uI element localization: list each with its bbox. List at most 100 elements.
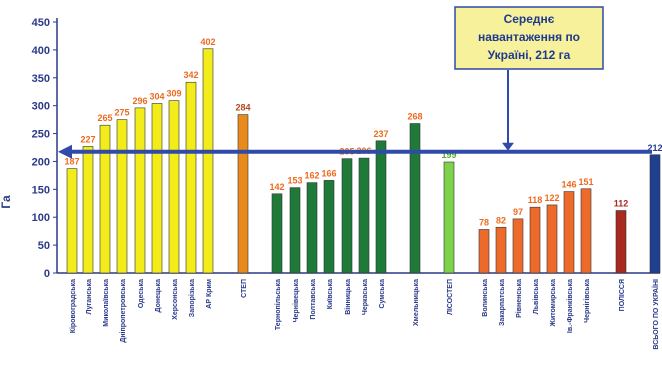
category-label: Житомирська (550, 279, 557, 328)
category-label: Хмельницька (413, 279, 420, 326)
bar (529, 206, 541, 274)
bar (478, 229, 490, 274)
data-label: 112 (614, 199, 629, 209)
y-tick-label: 300 (32, 101, 50, 113)
bar (306, 182, 318, 274)
category-label: АР Крим (206, 279, 213, 309)
category-label: Сумська (379, 279, 386, 309)
annotation-line-1: Середнє (504, 12, 555, 26)
bar (409, 123, 421, 274)
category-label: ЛІСОСТЕП (447, 279, 454, 315)
y-tick-label: 100 (32, 212, 50, 224)
category-label: Черкаська (362, 279, 369, 315)
data-label: 342 (183, 70, 198, 80)
bar (358, 157, 370, 274)
data-label: 265 (97, 113, 112, 123)
data-label: 187 (64, 157, 79, 167)
y-tick-label: 150 (32, 184, 50, 196)
category-label: ПОЛІССЯ (619, 279, 626, 311)
data-label: 304 (149, 91, 164, 101)
data-label: 227 (80, 134, 95, 144)
category-label: Кіровоградська (69, 279, 77, 333)
bar (615, 210, 627, 274)
category-label: Херсонська (172, 279, 179, 320)
bar (546, 204, 558, 274)
y-tick-label: 50 (38, 240, 50, 252)
bar (271, 193, 283, 274)
category-label: Рівненська (515, 279, 523, 318)
bar (116, 119, 128, 274)
bar (495, 226, 507, 274)
data-label: 78 (479, 217, 489, 227)
data-label: 153 (287, 176, 302, 186)
y-tick-label: 400 (32, 45, 50, 57)
category-label: Миколаївська (103, 279, 110, 327)
data-label: 82 (496, 215, 506, 225)
data-label: 142 (269, 182, 284, 192)
category-label: Полтавська (310, 279, 317, 320)
bar (99, 124, 111, 274)
bar (443, 161, 455, 274)
data-label: 118 (528, 195, 543, 205)
data-label: 268 (407, 112, 422, 122)
annotation-box (454, 6, 604, 70)
bar (512, 218, 524, 274)
data-label: 212 (647, 143, 662, 153)
y-tick-label: 450 (32, 17, 50, 29)
category-label: Луганська (86, 279, 93, 315)
category-label: Волинська (482, 279, 489, 317)
bar (151, 103, 163, 274)
bar (580, 188, 592, 274)
bar (82, 146, 94, 274)
bar (563, 191, 575, 274)
category-label: СТЕП (241, 279, 248, 298)
data-label: 237 (373, 129, 388, 139)
bar (341, 158, 353, 274)
bar (168, 100, 180, 274)
data-label: 97 (513, 207, 523, 217)
data-label: 122 (544, 193, 559, 203)
data-label: 146 (561, 180, 576, 190)
category-label: Київська (327, 279, 334, 309)
data-label: 275 (114, 108, 129, 118)
data-label: 284 (235, 103, 250, 113)
data-label: 166 (321, 168, 336, 178)
annotation-line-2: навантаження по (478, 30, 580, 44)
y-axis-label: Га (0, 195, 13, 209)
category-label: Тернопільська (274, 279, 282, 330)
category-label: Львівська (532, 279, 540, 314)
bar (375, 140, 387, 274)
average-annotation: Середнє навантаження по Україні, 212 га (454, 6, 604, 70)
bar (323, 180, 335, 274)
y-tick-label: 250 (32, 129, 50, 141)
category-label: Запорізька (188, 279, 196, 317)
category-label: Одеська (138, 279, 145, 308)
category-label: ВСЬОГО ПО УКРАЇНІ (652, 279, 660, 350)
y-tick-label: 350 (32, 73, 50, 85)
data-label: 402 (200, 37, 215, 47)
average-line-arrowhead (58, 144, 72, 159)
bar (185, 81, 197, 274)
data-label: 296 (132, 96, 147, 106)
bar (202, 48, 214, 274)
data-label: 199 (441, 150, 456, 160)
y-tick-label: 200 (32, 156, 50, 168)
category-label: Вінницька (344, 279, 352, 315)
category-label: Чернівецька (292, 279, 300, 322)
bar (289, 187, 301, 274)
bar (237, 114, 249, 274)
category-label: Дніпропетровська (119, 279, 127, 343)
category-label: Донецька (155, 279, 162, 313)
bar (649, 154, 661, 274)
y-tick-label: 0 (44, 268, 50, 280)
bar (66, 168, 78, 274)
annotation-line-3: Україні, 212 га (488, 48, 571, 62)
category-label: Ів.-Франківська (566, 279, 574, 333)
data-label: 309 (166, 89, 181, 99)
data-label: 151 (578, 177, 593, 187)
category-label: Чернігівська (583, 279, 591, 323)
annotation-pointer-arrowhead (502, 142, 514, 151)
bar (134, 107, 146, 274)
